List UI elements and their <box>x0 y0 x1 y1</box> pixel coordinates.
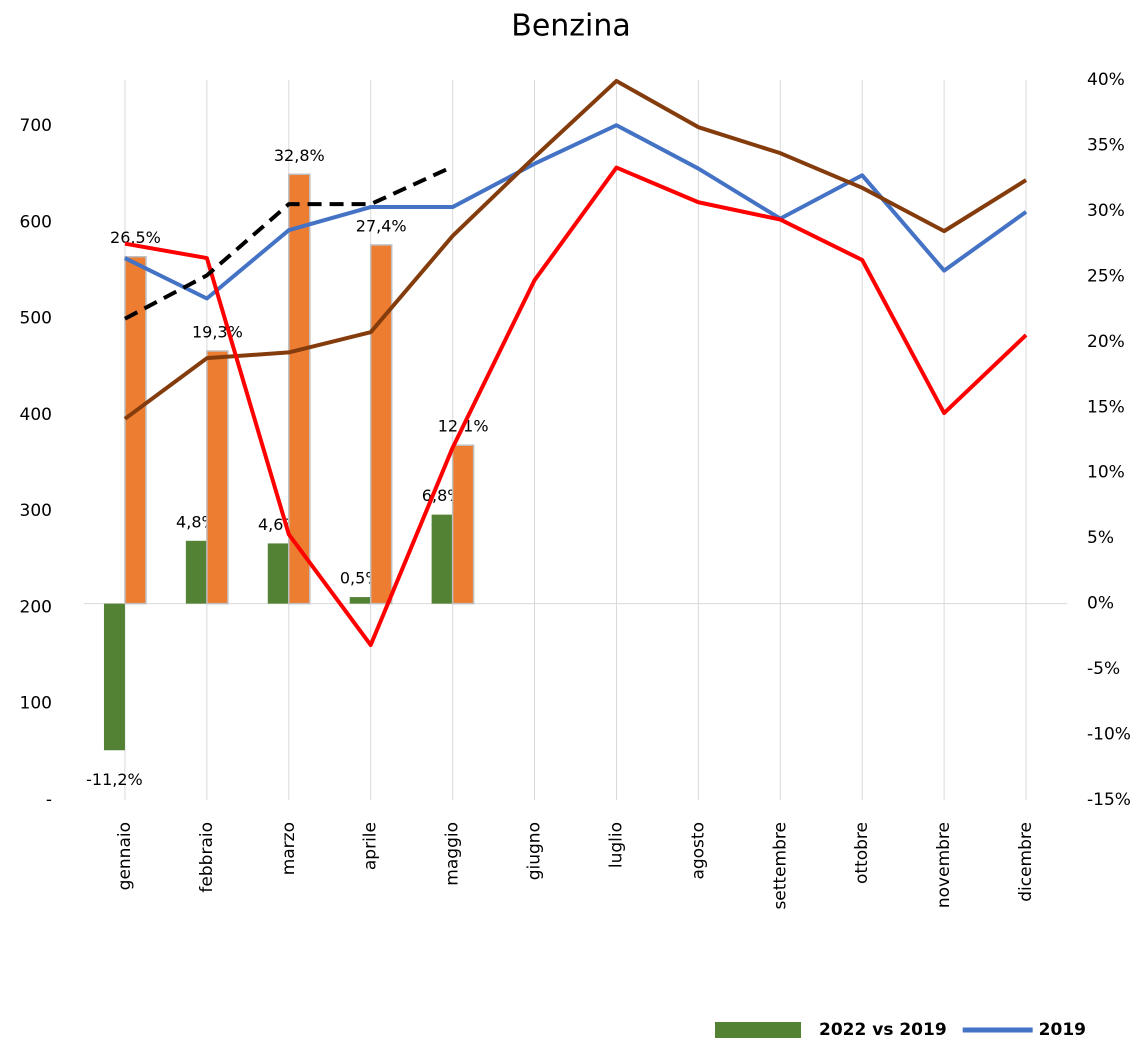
data-label: 26,5% <box>110 228 161 247</box>
y2-tick-label: 0% <box>1087 594 1114 614</box>
y2-tick-label: -5% <box>1087 659 1120 679</box>
x-tick-label: gennaio <box>115 822 135 890</box>
y-tick-label: 400 <box>20 405 52 425</box>
data-label: 32,8% <box>274 146 325 165</box>
y2-tick-label: -10% <box>1087 725 1131 745</box>
bar <box>349 597 371 604</box>
y2-tick-label: -15% <box>1087 790 1131 810</box>
data-label: -11,2% <box>86 770 143 789</box>
bar <box>431 514 453 604</box>
x-tick-label: luglio <box>606 822 626 868</box>
y2-tick-label: 35% <box>1087 135 1125 155</box>
y2-tick-label: 40% <box>1087 70 1125 90</box>
legend-label: 2019 <box>1039 1020 1086 1040</box>
bar <box>369 244 393 605</box>
data-label: 19,3% <box>192 322 243 341</box>
line <box>124 123 1028 301</box>
legend-swatch <box>715 1022 801 1038</box>
y2-tick-label: 30% <box>1087 201 1125 221</box>
x-tick-label: settembre <box>770 822 790 910</box>
y-tick-label: - <box>46 790 52 810</box>
bar <box>103 603 125 751</box>
legend-label: 2022 vs 2019 <box>819 1020 947 1040</box>
line <box>124 165 1028 648</box>
line <box>124 164 454 321</box>
y2-tick-label: 15% <box>1087 397 1125 417</box>
x-tick-label: novembre <box>934 822 954 908</box>
line <box>123 78 1028 421</box>
y-tick-label: 700 <box>20 116 52 136</box>
y-tick-label: 600 <box>20 212 52 232</box>
bar <box>451 444 475 605</box>
y-tick-label: 100 <box>20 694 52 714</box>
x-tick-label: aprile <box>361 822 381 870</box>
bar <box>288 173 311 605</box>
bar <box>124 255 147 605</box>
x-tick-label: ottobre <box>852 822 872 884</box>
y2-tick-label: 20% <box>1087 332 1125 352</box>
bar <box>267 543 289 604</box>
bar <box>206 350 229 605</box>
chart-title: Benzina <box>511 9 631 44</box>
y2-tick-label: 5% <box>1087 528 1114 548</box>
x-tick-label: febbraio <box>197 822 217 893</box>
y2-tick-label: 10% <box>1087 463 1125 483</box>
y2-tick-label: 25% <box>1087 266 1125 286</box>
x-tick-label: agosto <box>688 822 708 880</box>
bar <box>185 540 207 604</box>
x-tick-label: giugno <box>525 822 545 880</box>
y-tick-label: 500 <box>20 309 52 329</box>
data-label: 27,4% <box>356 216 407 235</box>
x-tick-label: maggio <box>443 822 463 886</box>
y-tick-label: 300 <box>20 501 52 521</box>
x-tick-label: marzo <box>279 822 299 875</box>
x-tick-label: dicembre <box>1016 822 1036 902</box>
y-tick-label: 200 <box>20 597 52 617</box>
